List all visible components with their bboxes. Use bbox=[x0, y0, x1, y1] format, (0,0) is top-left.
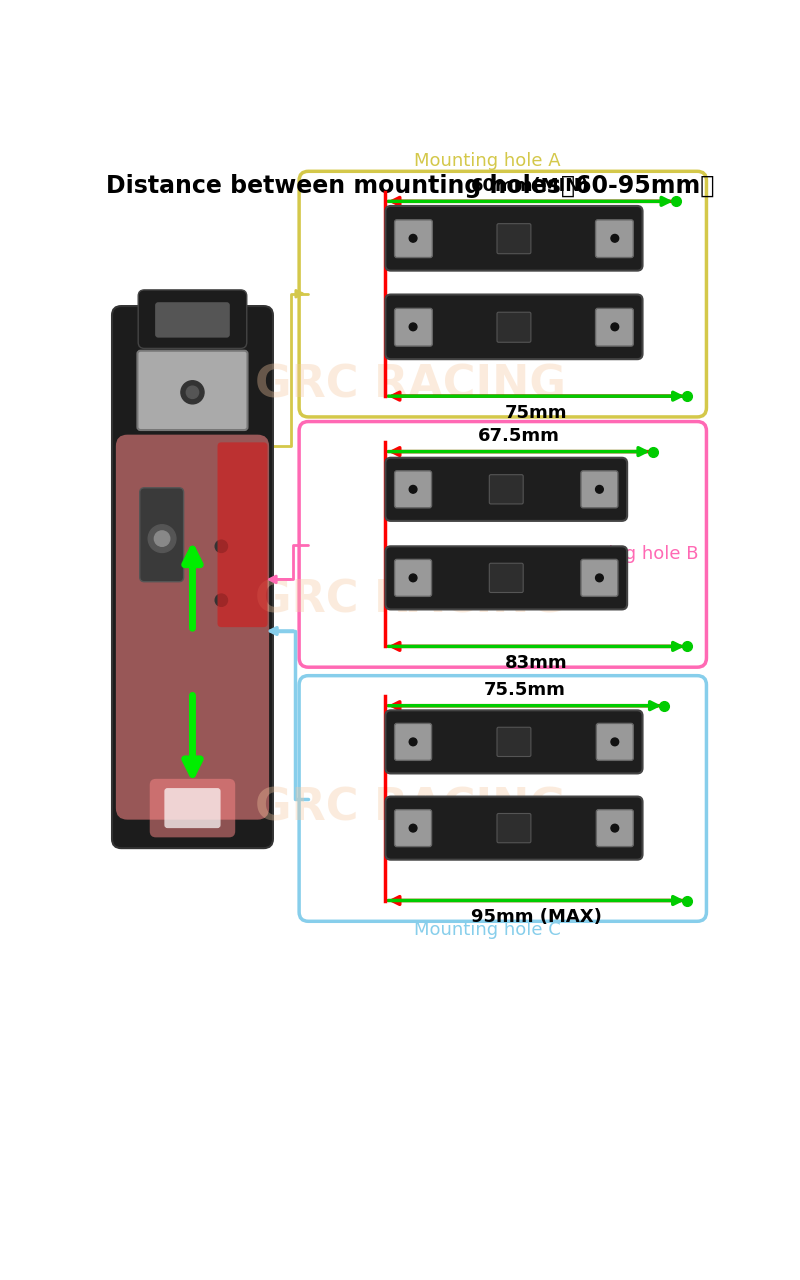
Text: 75.5mm: 75.5mm bbox=[484, 681, 566, 699]
FancyBboxPatch shape bbox=[138, 351, 247, 430]
FancyBboxPatch shape bbox=[386, 294, 642, 360]
FancyBboxPatch shape bbox=[394, 723, 431, 760]
Circle shape bbox=[611, 824, 618, 832]
Text: GRC RACING: GRC RACING bbox=[254, 579, 566, 622]
FancyBboxPatch shape bbox=[595, 220, 634, 257]
Circle shape bbox=[186, 387, 198, 398]
Circle shape bbox=[148, 525, 176, 553]
FancyBboxPatch shape bbox=[581, 471, 618, 508]
FancyBboxPatch shape bbox=[386, 796, 642, 860]
Circle shape bbox=[410, 573, 417, 581]
Circle shape bbox=[215, 594, 227, 607]
FancyBboxPatch shape bbox=[394, 810, 431, 846]
Circle shape bbox=[181, 380, 204, 404]
Circle shape bbox=[611, 234, 618, 242]
FancyBboxPatch shape bbox=[394, 308, 432, 346]
Text: 83mm: 83mm bbox=[505, 654, 567, 672]
FancyBboxPatch shape bbox=[497, 312, 531, 342]
Circle shape bbox=[410, 824, 417, 832]
FancyBboxPatch shape bbox=[150, 778, 235, 837]
FancyBboxPatch shape bbox=[386, 547, 627, 609]
Circle shape bbox=[410, 485, 417, 493]
Text: 60mm(MIN): 60mm(MIN) bbox=[471, 177, 590, 195]
Text: 67.5mm: 67.5mm bbox=[478, 428, 560, 445]
FancyBboxPatch shape bbox=[218, 443, 267, 627]
FancyBboxPatch shape bbox=[394, 220, 432, 257]
Circle shape bbox=[611, 739, 618, 746]
FancyBboxPatch shape bbox=[386, 710, 642, 773]
FancyBboxPatch shape bbox=[155, 302, 230, 338]
FancyBboxPatch shape bbox=[116, 435, 269, 819]
Circle shape bbox=[595, 485, 603, 493]
Text: Mounting hole C: Mounting hole C bbox=[414, 920, 560, 938]
FancyBboxPatch shape bbox=[497, 814, 531, 842]
FancyBboxPatch shape bbox=[596, 810, 634, 846]
Circle shape bbox=[215, 540, 227, 553]
Text: GRC RACING: GRC RACING bbox=[254, 787, 566, 829]
FancyBboxPatch shape bbox=[112, 306, 273, 849]
FancyBboxPatch shape bbox=[164, 788, 221, 828]
FancyBboxPatch shape bbox=[595, 308, 634, 346]
FancyBboxPatch shape bbox=[394, 559, 431, 596]
Circle shape bbox=[611, 323, 618, 330]
Text: Mounting hole B: Mounting hole B bbox=[552, 545, 699, 563]
FancyBboxPatch shape bbox=[497, 727, 531, 756]
FancyBboxPatch shape bbox=[497, 224, 531, 253]
FancyBboxPatch shape bbox=[140, 488, 184, 581]
Circle shape bbox=[410, 234, 417, 242]
Circle shape bbox=[154, 531, 170, 547]
FancyBboxPatch shape bbox=[386, 458, 627, 521]
FancyBboxPatch shape bbox=[596, 723, 634, 760]
Text: 75mm: 75mm bbox=[505, 404, 567, 422]
FancyBboxPatch shape bbox=[490, 563, 523, 593]
Text: GRC RACING: GRC RACING bbox=[254, 364, 566, 406]
FancyBboxPatch shape bbox=[386, 206, 642, 270]
FancyBboxPatch shape bbox=[138, 289, 246, 348]
Text: 95mm (MAX): 95mm (MAX) bbox=[471, 909, 602, 927]
FancyBboxPatch shape bbox=[490, 475, 523, 504]
Text: Distance between mounting holes（60-95mm）: Distance between mounting holes（60-95mm） bbox=[106, 174, 714, 198]
Circle shape bbox=[410, 323, 417, 330]
FancyBboxPatch shape bbox=[299, 172, 706, 417]
FancyBboxPatch shape bbox=[394, 471, 431, 508]
Circle shape bbox=[595, 573, 603, 581]
Circle shape bbox=[410, 739, 417, 746]
FancyBboxPatch shape bbox=[299, 421, 706, 667]
FancyBboxPatch shape bbox=[299, 676, 706, 922]
Text: Mounting hole A: Mounting hole A bbox=[414, 152, 560, 170]
FancyBboxPatch shape bbox=[581, 559, 618, 596]
